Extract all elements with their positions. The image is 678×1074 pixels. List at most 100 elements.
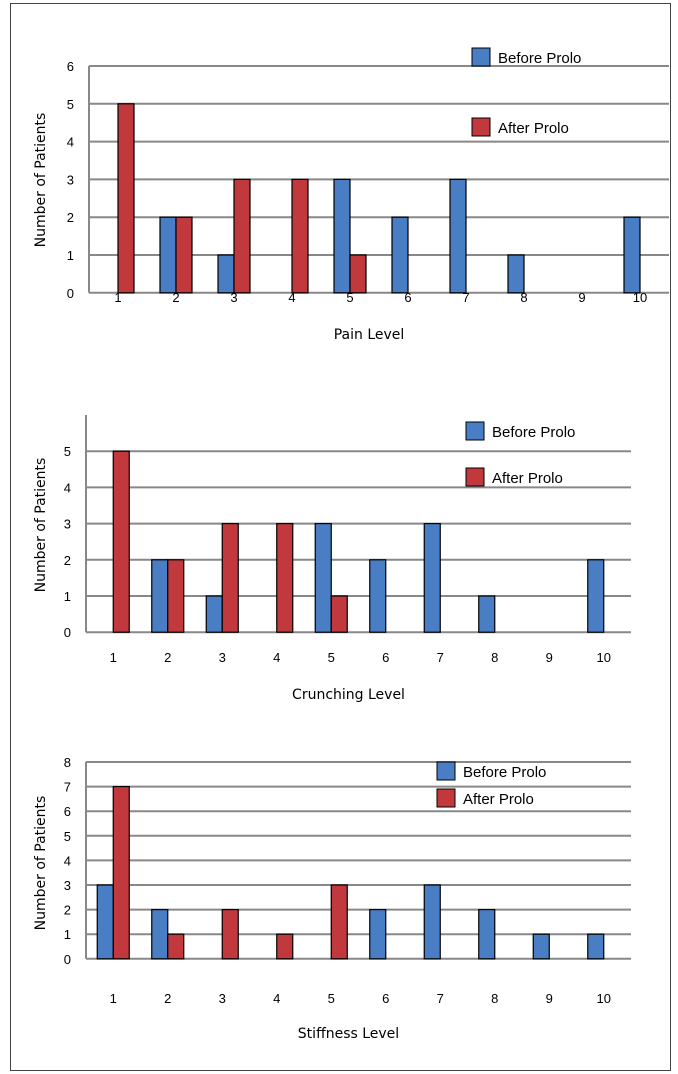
bar-before-8 xyxy=(507,254,525,294)
x-tick-label: 6 xyxy=(382,650,389,665)
crunching-level-chart: 0 1 2 3 4 5 1 2 3 4 5 6 7 8 9 10 Crunching Level Number o… xyxy=(33,415,631,703)
x-tick-label: 2 xyxy=(172,290,179,305)
bar-after-5 xyxy=(330,884,348,960)
bar-after-2 xyxy=(167,559,185,633)
x-tick-label: 10 xyxy=(597,991,611,1006)
pain-level-chart: 0 1 2 3 4 5 6 1 2 3 4 5 6 7 8 9 10 Pain Level Number of Pa… xyxy=(33,47,669,343)
bar-before-2 xyxy=(151,559,169,633)
y-tick-label: 0 xyxy=(67,286,74,301)
x-tick-label: 8 xyxy=(491,991,498,1006)
x-tick-label: 3 xyxy=(219,991,226,1006)
bar-before-7 xyxy=(423,884,441,960)
x-tick-label: 1 xyxy=(110,991,117,1006)
figure-frame xyxy=(10,3,671,1071)
x-tick-label: 9 xyxy=(578,290,585,305)
x-tick-label: 5 xyxy=(328,991,335,1006)
y-axis-title: Number of Patients xyxy=(33,796,49,931)
y-tick-label: 3 xyxy=(64,517,71,532)
y-tick-label: 2 xyxy=(67,210,74,225)
y-axis-title: Number of Patients xyxy=(33,113,49,248)
x-tick-label: 6 xyxy=(382,991,389,1006)
x-tick-label: 9 xyxy=(546,991,553,1006)
bar-after-2 xyxy=(175,216,193,294)
y-tick-label: 8 xyxy=(64,755,71,770)
bar-after-4 xyxy=(291,178,309,294)
x-tick-label: 1 xyxy=(110,650,117,665)
x-tick-label: 4 xyxy=(273,650,280,665)
legend-swatch-after xyxy=(465,467,485,487)
x-tick-label: 4 xyxy=(273,991,280,1006)
x-tick-label: 10 xyxy=(633,290,647,305)
y-tick-label: 3 xyxy=(64,878,71,893)
bar-before-9 xyxy=(532,933,550,960)
legend-swatch-after xyxy=(471,117,491,137)
x-axis-title: Pain Level xyxy=(334,327,405,343)
bar-before-5 xyxy=(333,178,351,294)
x-tick-label: 6 xyxy=(404,290,411,305)
bar-before-1 xyxy=(96,884,114,960)
legend-swatch-before xyxy=(465,421,485,441)
x-tick-label: 7 xyxy=(437,991,444,1006)
stiffness-level-chart: 0 1 2 3 4 5 6 7 8 1 2 3 4 5 6 7 8 9 10 Stiffness Level Numbe… xyxy=(33,755,631,1042)
y-tick-label: 2 xyxy=(64,553,71,568)
bar-after-5 xyxy=(330,595,348,633)
x-tick-label: 3 xyxy=(219,650,226,665)
bar-before-3 xyxy=(205,595,223,633)
bar-before-5 xyxy=(314,523,332,633)
y-tick-label: 0 xyxy=(64,625,71,640)
bar-after-3 xyxy=(221,523,239,633)
y-tick-label: 5 xyxy=(64,444,71,459)
y-tick-label: 6 xyxy=(67,59,74,74)
x-axis-title: Stiffness Level xyxy=(298,1026,399,1042)
y-tick-label: 2 xyxy=(64,903,71,918)
bar-after-3 xyxy=(233,178,251,294)
y-tick-label: 3 xyxy=(67,172,74,187)
x-tick-label: 2 xyxy=(164,650,171,665)
y-tick-label: 1 xyxy=(64,927,71,942)
bar-after-2 xyxy=(167,933,185,960)
bar-after-1 xyxy=(112,450,130,633)
bar-after-1 xyxy=(117,103,135,294)
x-tick-label: 5 xyxy=(346,290,353,305)
bar-after-3 xyxy=(221,909,239,960)
x-tick-label: 9 xyxy=(546,650,553,665)
x-tick-label: 2 xyxy=(164,991,171,1006)
bar-before-6 xyxy=(391,216,409,294)
bar-before-10 xyxy=(623,216,641,294)
bar-before-2 xyxy=(159,216,177,294)
bar-after-4 xyxy=(276,933,294,960)
x-tick-label: 8 xyxy=(491,650,498,665)
bar-before-3 xyxy=(217,254,235,294)
y-tick-label: 5 xyxy=(64,829,71,844)
bar-after-1 xyxy=(112,785,130,960)
x-tick-label: 7 xyxy=(437,650,444,665)
y-tick-label: 1 xyxy=(67,248,74,263)
x-tick-label: 10 xyxy=(597,650,611,665)
legend-swatch-before xyxy=(436,761,456,781)
x-tick-label: 7 xyxy=(462,290,469,305)
legend-swatch-before xyxy=(471,47,491,67)
legend-label-before: Before Prolo xyxy=(492,424,575,441)
bar-before-6 xyxy=(369,909,387,960)
y-axis-title: Number of Patients xyxy=(33,458,49,593)
x-axis-title: Crunching Level xyxy=(292,687,405,703)
y-tick-label: 7 xyxy=(64,780,71,795)
bar-before-2 xyxy=(151,909,169,960)
bar-after-4 xyxy=(276,523,294,633)
y-tick-label: 4 xyxy=(64,480,71,495)
legend-swatch-after xyxy=(436,788,456,808)
x-tick-label: 1 xyxy=(114,290,121,305)
y-tick-label: 6 xyxy=(64,804,71,819)
x-tick-label: 3 xyxy=(230,290,237,305)
x-tick-label: 4 xyxy=(288,290,295,305)
legend-label-after: After Prolo xyxy=(463,791,534,808)
legend-label-before: Before Prolo xyxy=(498,50,581,67)
bar-before-10 xyxy=(587,933,605,960)
bar-after-5 xyxy=(349,254,367,294)
y-tick-label: 0 xyxy=(64,952,71,967)
bar-before-7 xyxy=(449,178,467,294)
y-tick-label: 1 xyxy=(64,589,71,604)
bar-before-8 xyxy=(478,909,496,960)
bar-before-7 xyxy=(423,523,441,633)
x-tick-label: 5 xyxy=(328,650,335,665)
